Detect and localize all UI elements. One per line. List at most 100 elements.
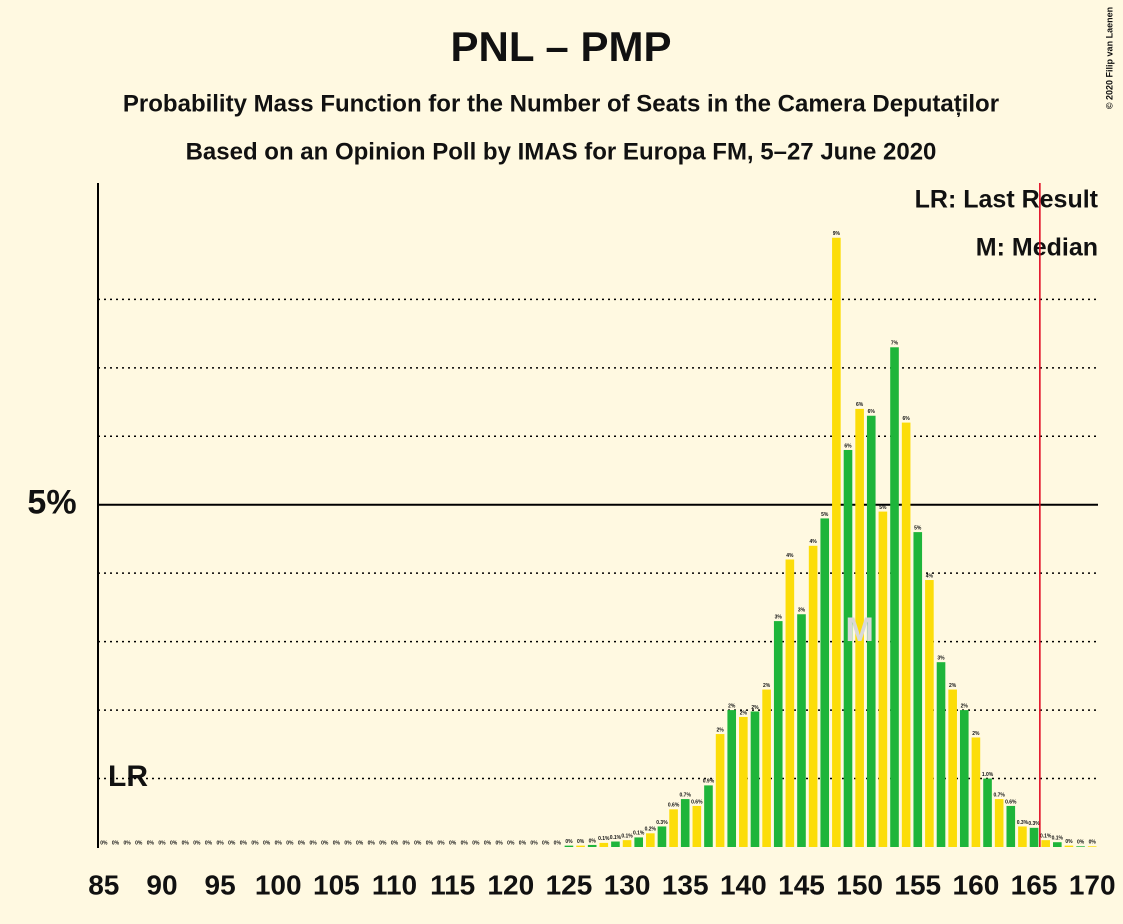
bar bbox=[634, 837, 643, 847]
x-tick-label: 95 bbox=[205, 869, 236, 900]
data-label: 0% bbox=[228, 840, 236, 846]
data-label: 0% bbox=[1077, 840, 1085, 846]
bar bbox=[622, 840, 632, 847]
bar bbox=[878, 511, 888, 847]
bar bbox=[657, 826, 667, 847]
bar bbox=[692, 805, 702, 847]
bar bbox=[646, 833, 655, 847]
x-tick-label: 115 bbox=[430, 869, 475, 900]
data-label: 0% bbox=[391, 840, 399, 846]
data-label: 0% bbox=[554, 840, 562, 846]
data-label: 0% bbox=[123, 840, 131, 846]
bar bbox=[1018, 826, 1027, 847]
legend-entry: LR: Last Result bbox=[915, 186, 1099, 214]
data-label: 0% bbox=[321, 840, 329, 846]
bar bbox=[797, 614, 806, 847]
data-label: 0% bbox=[251, 840, 259, 846]
data-label: 0% bbox=[298, 840, 306, 846]
bar bbox=[948, 689, 957, 847]
bar bbox=[1087, 846, 1097, 847]
chart-subtitle: Based on an Opinion Poll by IMAS for Eur… bbox=[186, 138, 937, 165]
bar bbox=[576, 845, 585, 847]
y-tick-label: 5% bbox=[27, 484, 76, 522]
data-label: 6% bbox=[903, 416, 911, 422]
data-label: 0% bbox=[158, 840, 166, 846]
data-label: 2% bbox=[972, 731, 980, 737]
data-label: 0% bbox=[589, 838, 597, 844]
data-label: 0% bbox=[437, 840, 445, 846]
bar bbox=[587, 844, 597, 847]
data-label: 0% bbox=[519, 840, 527, 846]
median-marker: M bbox=[845, 611, 873, 649]
data-label: 0% bbox=[1065, 839, 1073, 845]
data-label: 0.7% bbox=[680, 792, 692, 798]
data-label: 0% bbox=[472, 840, 480, 846]
bar bbox=[925, 580, 934, 847]
bar bbox=[1029, 827, 1039, 847]
data-label: 6% bbox=[856, 402, 864, 408]
data-label: 0% bbox=[461, 840, 469, 846]
data-label: 5% bbox=[821, 512, 829, 518]
legend-entry: M: Median bbox=[976, 234, 1098, 262]
data-label: 0% bbox=[530, 840, 538, 846]
data-label: 0.3% bbox=[1017, 820, 1029, 826]
bar bbox=[669, 809, 678, 847]
data-label: 0% bbox=[1089, 840, 1097, 846]
x-tick-label: 135 bbox=[662, 869, 709, 900]
x-tick-label: 165 bbox=[1011, 869, 1058, 900]
bar bbox=[808, 545, 818, 847]
data-label: 3% bbox=[937, 656, 945, 662]
last-result-label: LR bbox=[108, 760, 148, 793]
data-label: 0.1% bbox=[621, 833, 633, 839]
data-label: 0% bbox=[542, 840, 550, 846]
data-label: 4% bbox=[809, 539, 817, 545]
data-label: 0.1% bbox=[610, 835, 622, 841]
data-label: 0.1% bbox=[1052, 836, 1064, 842]
bar bbox=[727, 710, 737, 847]
data-label: 5% bbox=[879, 505, 887, 511]
bar bbox=[971, 737, 981, 847]
data-label: 1.0% bbox=[982, 772, 994, 778]
data-label: 0% bbox=[170, 840, 178, 846]
data-label: 6% bbox=[868, 409, 876, 415]
x-tick-label: 150 bbox=[836, 869, 883, 900]
data-label: 2% bbox=[751, 705, 759, 711]
data-label: 0.1% bbox=[1040, 833, 1052, 839]
data-label: 0% bbox=[135, 840, 143, 846]
bar bbox=[785, 559, 795, 847]
x-tick-label: 155 bbox=[894, 869, 941, 900]
bar bbox=[750, 711, 760, 847]
data-label: 7% bbox=[891, 341, 899, 347]
bar bbox=[1076, 846, 1085, 847]
x-tick-label: 105 bbox=[313, 869, 360, 900]
x-tick-label: 85 bbox=[88, 869, 119, 900]
data-label: 0.3% bbox=[656, 820, 668, 826]
data-label: 0.6% bbox=[691, 799, 703, 805]
data-label: 0.3% bbox=[1028, 821, 1040, 827]
data-label: 0% bbox=[496, 840, 504, 846]
data-label: 4% bbox=[926, 573, 934, 579]
data-label: 2% bbox=[716, 727, 724, 733]
x-tick-label: 110 bbox=[372, 869, 417, 900]
bar bbox=[1041, 840, 1050, 847]
bar bbox=[1053, 842, 1062, 847]
bar bbox=[564, 845, 574, 847]
copyright: © 2020 Filip van Laenen bbox=[1104, 7, 1114, 109]
data-label: 0% bbox=[426, 840, 434, 846]
bar bbox=[739, 716, 748, 847]
data-label: 0% bbox=[309, 840, 317, 846]
bar bbox=[843, 449, 853, 847]
bar bbox=[913, 532, 923, 847]
data-label: 0.9% bbox=[703, 779, 715, 785]
data-label: 0% bbox=[344, 840, 352, 846]
bar bbox=[773, 621, 783, 847]
data-label: 4% bbox=[786, 553, 794, 559]
data-label: 0% bbox=[147, 840, 155, 846]
data-label: 2% bbox=[740, 710, 748, 716]
bar bbox=[715, 734, 725, 847]
bar bbox=[599, 842, 609, 847]
bar bbox=[704, 785, 713, 847]
data-label: 0% bbox=[333, 840, 341, 846]
